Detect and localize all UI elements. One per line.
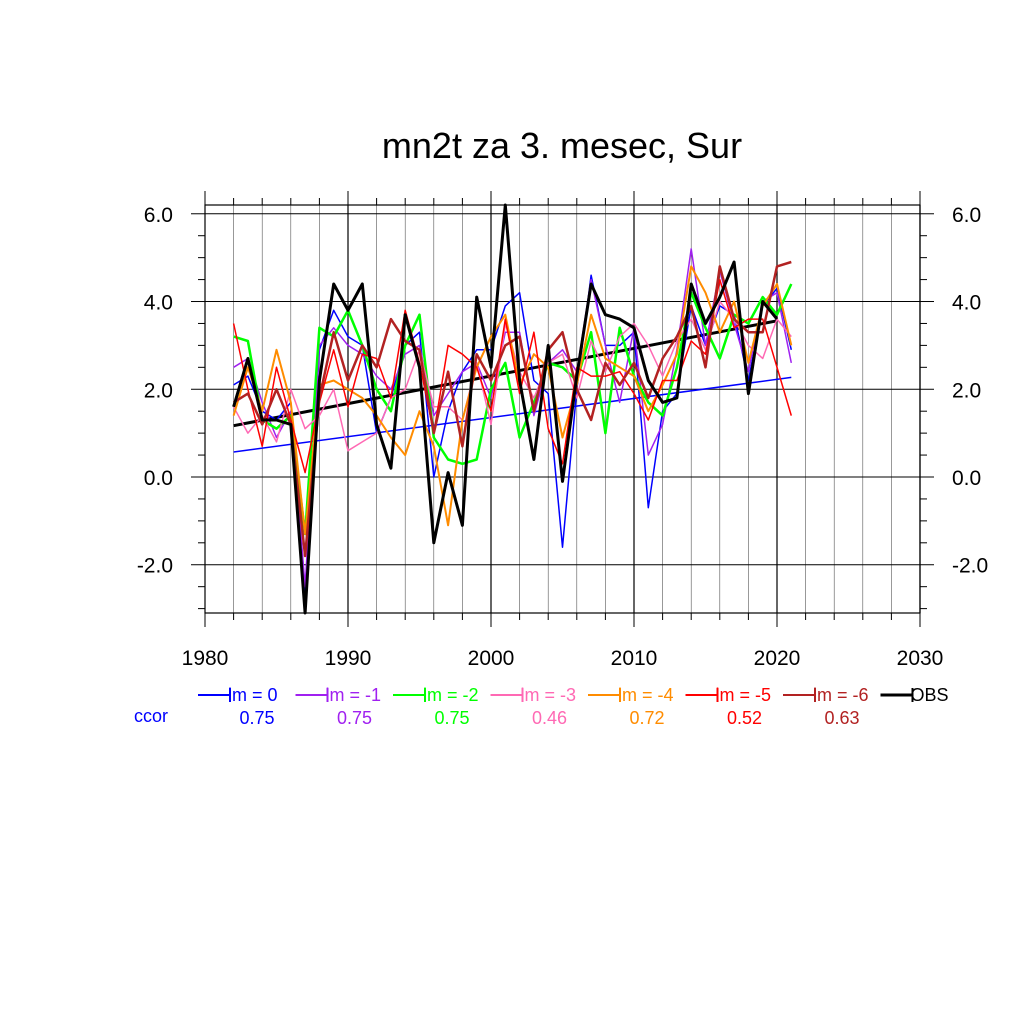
axis-ticks bbox=[191, 191, 934, 627]
y-tick-label-right: 6.0 bbox=[952, 204, 981, 227]
legend: lm = 0 0.75 lm = -1 0.75 lm = -2 0.75 lm = -3 0… bbox=[198, 685, 949, 728]
legend-label: lm = -6 bbox=[813, 685, 869, 705]
series-line bbox=[232, 278, 793, 474]
tick-labels: 1980 1990 2000 2010 2020 2030 6.0 4.0 2.0 0.0 -2.0… bbox=[137, 204, 988, 670]
legend-label: lm = -1 bbox=[326, 685, 382, 705]
y-tick-label: 2.0 bbox=[144, 379, 173, 402]
chart-title: mn2t za 3. mesec, Sur bbox=[382, 125, 742, 166]
legend-ccor-value: 0.46 bbox=[532, 708, 567, 728]
y-tick-label: -2.0 bbox=[137, 555, 173, 578]
plot-frame bbox=[204, 204, 921, 614]
x-tick-label: 2000 bbox=[468, 647, 515, 670]
y-tick-label: 0.0 bbox=[144, 467, 173, 490]
x-tick-label: 2030 bbox=[897, 647, 944, 670]
series-line bbox=[232, 265, 793, 535]
x-tick-label: 1980 bbox=[182, 647, 229, 670]
y-tick-label-right: 4.0 bbox=[952, 292, 981, 315]
legend-ccor-value: 0.75 bbox=[239, 708, 274, 728]
legend-ccor-value: 0.75 bbox=[434, 708, 469, 728]
legend-ccor-value: 0.63 bbox=[824, 708, 859, 728]
x-tick-label: 2020 bbox=[754, 647, 801, 670]
legend-label: lm = -3 bbox=[521, 685, 577, 705]
legend-label: OBS bbox=[911, 685, 949, 705]
legend-label: lm = -4 bbox=[618, 685, 674, 705]
y-tick-label-right: 0.0 bbox=[952, 467, 981, 490]
y-tick-label: 4.0 bbox=[144, 292, 173, 315]
legend-label: lm = 0 bbox=[228, 685, 278, 705]
ccor-label: ccor bbox=[134, 706, 168, 726]
y-tick-label: 6.0 bbox=[144, 204, 173, 227]
y-tick-label-right: -2.0 bbox=[952, 555, 988, 578]
x-tick-label: 1990 bbox=[325, 647, 372, 670]
legend-ccor-value: 0.72 bbox=[629, 708, 664, 728]
data-series bbox=[232, 203, 793, 615]
legend-label: lm = -2 bbox=[423, 685, 479, 705]
trend-line bbox=[233, 376, 792, 453]
y-tick-label-right: 2.0 bbox=[952, 379, 981, 402]
series-line bbox=[232, 260, 792, 558]
legend-ccor-value: 0.52 bbox=[727, 708, 762, 728]
x-tick-label: 2010 bbox=[611, 647, 658, 670]
legend-ccor-value: 0.75 bbox=[337, 708, 372, 728]
legend-label: lm = -5 bbox=[716, 685, 772, 705]
